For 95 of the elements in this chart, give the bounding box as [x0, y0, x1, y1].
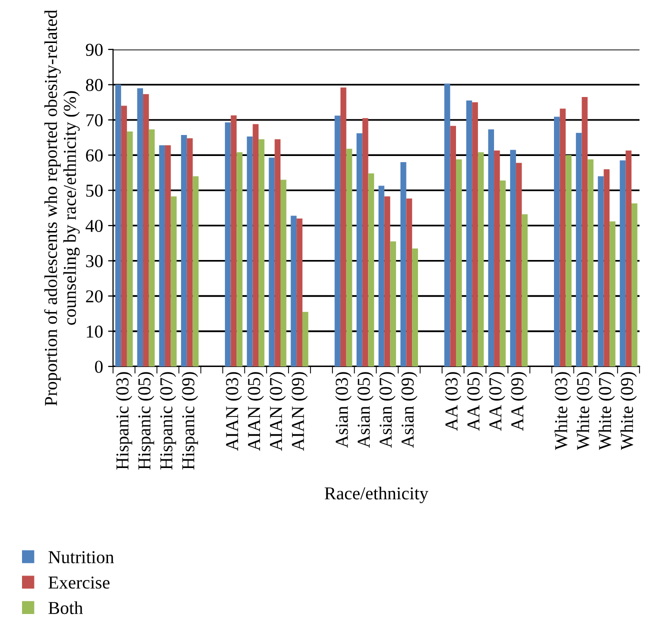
- x-tick-label: AA (03): [444, 372, 462, 431]
- bar: [368, 173, 374, 366]
- bar: [164, 145, 171, 366]
- x-tick-label: AA (09): [510, 372, 528, 431]
- legend-label: Both: [48, 601, 83, 614]
- x-tick-label: AIAN (05): [247, 372, 264, 451]
- bar: [230, 115, 237, 366]
- bar: [400, 162, 406, 366]
- y-tick-label: 40: [86, 220, 103, 232]
- bar: [494, 150, 500, 366]
- bar: [236, 152, 242, 366]
- bar: [522, 214, 528, 366]
- bar: [588, 159, 594, 366]
- y-tick-label: 60: [86, 149, 103, 162]
- x-tick-label: AIAN (03): [226, 372, 242, 451]
- bar: [631, 203, 638, 366]
- bar: [576, 132, 582, 366]
- bar: [356, 133, 362, 366]
- bar: [290, 216, 297, 366]
- x-tick-label: AIAN (07): [269, 372, 286, 451]
- x-tick-label: Asian (05): [357, 372, 374, 448]
- bar: [488, 129, 494, 366]
- bar: [604, 169, 610, 366]
- bar: [510, 150, 516, 366]
- y-tick-label: 30: [86, 255, 103, 268]
- y-tick-label: 20: [86, 290, 103, 302]
- bar: [296, 218, 302, 366]
- x-tick-label: Hispanic (03): [116, 372, 132, 470]
- x-tick-label: AA (07): [488, 372, 506, 431]
- bar: [390, 241, 396, 366]
- x-tick-label: Hispanic (07): [160, 372, 176, 470]
- y-tick-label: 10: [86, 325, 103, 338]
- y-tick-label: 70: [86, 114, 103, 126]
- y-tick-label: 90: [86, 44, 103, 56]
- bar: [115, 84, 122, 366]
- y-tick-label: 80: [86, 78, 103, 92]
- x-tick-label: Asian (07): [379, 372, 396, 448]
- x-tick-label: Asian (03): [335, 372, 352, 448]
- bar: [346, 148, 352, 366]
- bar: [181, 135, 187, 366]
- x-tick-label: AA (05): [466, 372, 484, 431]
- bar: [560, 108, 566, 366]
- bar: [516, 162, 522, 366]
- bar: [554, 116, 560, 366]
- bar: [268, 158, 275, 366]
- bar: [472, 102, 478, 366]
- bar: [246, 136, 253, 366]
- bar: [186, 138, 193, 366]
- bar: [566, 155, 572, 366]
- x-tick-label: White (03): [554, 372, 571, 450]
- bar: [384, 196, 390, 366]
- bar: [148, 129, 155, 366]
- bar: [126, 132, 133, 366]
- x-tick-label: White (09): [620, 372, 637, 450]
- x-tick-label: AIAN (09): [291, 372, 308, 451]
- x-tick-label: Asian (09): [401, 372, 418, 448]
- y-tick-label: 50: [86, 184, 103, 197]
- bar: [620, 160, 626, 366]
- legend-label: Nutrition: [48, 551, 114, 564]
- bar: [500, 180, 506, 366]
- y-tick-label: 0: [94, 360, 103, 373]
- bar: [362, 118, 368, 366]
- x-axis-title: Race/ethnicity: [324, 486, 428, 504]
- bar: [626, 150, 632, 366]
- bar: [280, 180, 286, 366]
- bar: [224, 122, 231, 366]
- bar: [121, 106, 127, 366]
- bar: [252, 124, 259, 366]
- bar: [582, 97, 588, 366]
- bar: [444, 84, 450, 366]
- bar: [334, 116, 340, 366]
- bar: [406, 198, 412, 366]
- x-tick-label: Hispanic (09): [182, 372, 198, 470]
- bar: [143, 94, 149, 366]
- bar: [412, 248, 418, 366]
- x-tick-label: White (05): [576, 372, 593, 450]
- bar: [137, 88, 144, 366]
- bar: [192, 176, 199, 366]
- x-tick-label: Hispanic (05): [138, 372, 154, 470]
- bar: [302, 312, 308, 366]
- bar: [378, 186, 384, 366]
- bar: [466, 100, 472, 366]
- bar: [456, 159, 462, 366]
- bar: [274, 139, 281, 366]
- bar: [159, 145, 165, 366]
- bar: [598, 176, 604, 366]
- bar: [170, 196, 177, 366]
- bar: [340, 87, 346, 366]
- bar: [450, 126, 456, 366]
- bar: [478, 152, 484, 366]
- bar: [258, 139, 264, 366]
- bar: [610, 221, 616, 366]
- y-axis-title: Proportion of adolescents who reported obesity-related counseling by race/ethnicity (%): [44, 10, 80, 406]
- legend-label: Exercise: [48, 576, 110, 589]
- x-tick-label: White (07): [598, 372, 615, 450]
